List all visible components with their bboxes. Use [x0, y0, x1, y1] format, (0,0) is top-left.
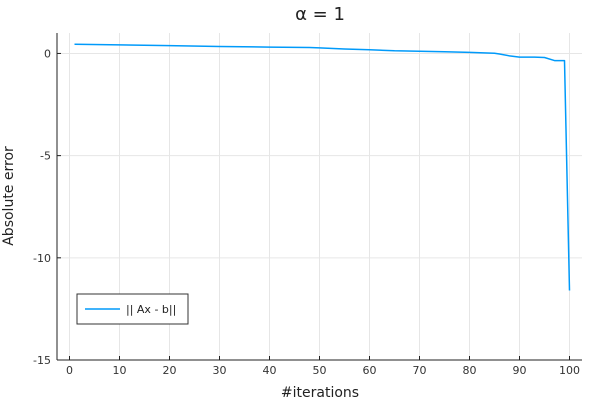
x-tick-label: 10 — [113, 364, 127, 377]
x-tick-label: 20 — [163, 364, 177, 377]
y-tick-label: -5 — [40, 150, 51, 163]
x-tick-label: 40 — [263, 364, 277, 377]
series-layer — [74, 43, 571, 291]
x-tick-label: 70 — [413, 364, 427, 377]
chart-title: α = 1 — [295, 4, 345, 25]
x-tick-label: 60 — [363, 364, 377, 377]
tick-labels: 0 10 20 30 40 50 60 70 80 90 100 0 -5 -10 -15 — [33, 47, 580, 377]
x-axis-title: #iterations — [281, 385, 359, 400]
x-tick-label: 80 — [463, 364, 477, 377]
y-tick-label: 0 — [44, 47, 51, 60]
legend-entry-label: || Ax - b|| — [126, 303, 176, 316]
grid-lines — [57, 33, 582, 361]
y-axis-title: Absolute error — [1, 146, 17, 246]
x-tick-label: 30 — [213, 364, 227, 377]
x-tick-label: 90 — [513, 364, 527, 377]
series-line — [74, 43, 571, 291]
x-tick-label: 100 — [559, 364, 580, 377]
axes — [56, 33, 582, 361]
legend: || Ax - b|| — [76, 293, 189, 325]
y-tick-label: -15 — [33, 354, 51, 367]
y-tick-label: -10 — [33, 252, 51, 265]
x-tick-label: 0 — [66, 364, 73, 377]
x-tick-label: 50 — [313, 364, 327, 377]
